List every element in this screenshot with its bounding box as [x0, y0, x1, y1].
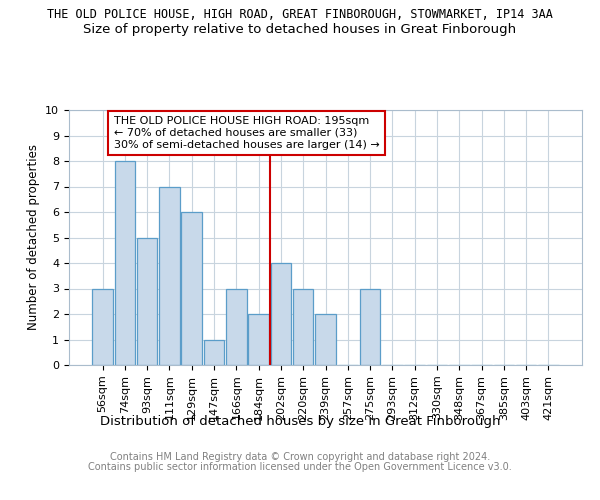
Text: THE OLD POLICE HOUSE HIGH ROAD: 195sqm
← 70% of detached houses are smaller (33): THE OLD POLICE HOUSE HIGH ROAD: 195sqm ←…	[114, 116, 379, 150]
Text: Size of property relative to detached houses in Great Finborough: Size of property relative to detached ho…	[83, 22, 517, 36]
Bar	[226, 288, 247, 365]
Bar	[315, 314, 336, 365]
Bar	[181, 212, 202, 365]
Bar	[271, 263, 291, 365]
Bar	[248, 314, 269, 365]
Bar	[204, 340, 224, 365]
Bar	[92, 288, 113, 365]
Y-axis label: Number of detached properties: Number of detached properties	[27, 144, 40, 330]
Bar	[159, 186, 180, 365]
Bar	[137, 238, 157, 365]
Text: Distribution of detached houses by size in Great Finborough: Distribution of detached houses by size …	[100, 415, 500, 428]
Bar	[115, 161, 135, 365]
Text: THE OLD POLICE HOUSE, HIGH ROAD, GREAT FINBOROUGH, STOWMARKET, IP14 3AA: THE OLD POLICE HOUSE, HIGH ROAD, GREAT F…	[47, 8, 553, 20]
Bar	[293, 288, 313, 365]
Bar	[360, 288, 380, 365]
Text: Contains public sector information licensed under the Open Government Licence v3: Contains public sector information licen…	[88, 462, 512, 472]
Text: Contains HM Land Registry data © Crown copyright and database right 2024.: Contains HM Land Registry data © Crown c…	[110, 452, 490, 462]
